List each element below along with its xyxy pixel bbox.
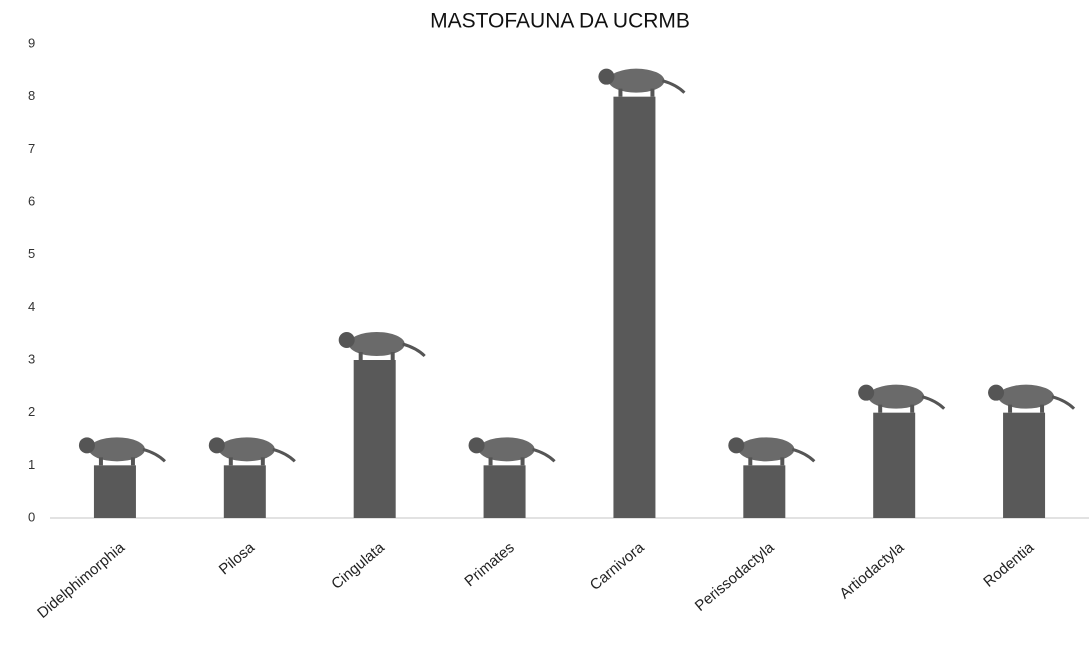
animal-head — [209, 437, 225, 453]
bar — [1003, 413, 1045, 518]
page: MASTOFAUNA DA UCRMB 0 1 2 3 4 5 6 7 8 9 Didelphimo… — [0, 0, 1090, 648]
animal-tail — [143, 449, 165, 461]
bar — [613, 97, 655, 518]
x-tick-label: Rodentia — [980, 539, 1037, 591]
animal-body — [608, 69, 664, 93]
animal-tail — [533, 449, 555, 461]
y-tick-label: 0 — [28, 509, 35, 524]
bar — [873, 413, 915, 518]
animal-body — [998, 385, 1054, 409]
x-tick-label: Didelphimorphia — [34, 539, 128, 622]
y-tick-label: 6 — [28, 193, 35, 208]
chart-title: MASTOFAUNA DA UCRMB — [430, 10, 690, 33]
animal-body — [219, 437, 275, 461]
animal-body — [479, 437, 535, 461]
x-tick-label: Pilosa — [216, 539, 259, 579]
animal-tail — [922, 397, 944, 409]
animal-tail — [1052, 397, 1074, 409]
animal-icon — [339, 332, 425, 360]
animal-head — [469, 437, 485, 453]
animal-tail — [273, 449, 295, 461]
bar — [94, 465, 136, 518]
animal-body — [868, 385, 924, 409]
chart: MASTOFAUNA DA UCRMB 0 1 2 3 4 5 6 7 8 9 Didelphimo… — [0, 0, 1090, 648]
x-tick-label: Primates — [461, 539, 517, 590]
animal-icon — [598, 69, 684, 97]
animal-head — [598, 69, 614, 85]
animal-head — [728, 437, 744, 453]
animal-icon — [79, 437, 165, 465]
animal-body — [349, 332, 405, 356]
y-tick-label: 8 — [28, 88, 35, 103]
y-tick-label: 2 — [28, 404, 35, 419]
bar — [743, 465, 785, 518]
bar — [354, 360, 396, 518]
animal-icon — [858, 385, 944, 413]
y-tick-label: 9 — [28, 35, 35, 50]
x-tick-label: Carnivora — [587, 539, 648, 594]
y-tick-label: 7 — [28, 141, 35, 156]
animal-head — [339, 332, 355, 348]
y-tick-label: 5 — [28, 246, 35, 261]
animal-icon — [988, 385, 1074, 413]
animal-tail — [403, 344, 425, 356]
y-tick-label: 4 — [28, 299, 35, 314]
bar — [224, 465, 266, 518]
animal-body — [738, 437, 794, 461]
animal-head — [858, 385, 874, 401]
animal-icon — [728, 437, 814, 465]
x-tick-label: Artiodactyla — [836, 539, 907, 603]
x-tick-label: Cingulata — [328, 539, 388, 593]
animal-head — [988, 385, 1004, 401]
animal-tail — [792, 449, 814, 461]
y-tick-label: 1 — [28, 457, 35, 472]
x-tick-label: Perissodactyla — [692, 539, 778, 615]
animal-icon — [209, 437, 295, 465]
animal-head — [79, 437, 95, 453]
animal-tail — [662, 81, 684, 93]
animal-body — [89, 437, 145, 461]
y-tick-label: 3 — [28, 351, 35, 366]
bar — [484, 465, 526, 518]
animal-icon — [469, 437, 555, 465]
